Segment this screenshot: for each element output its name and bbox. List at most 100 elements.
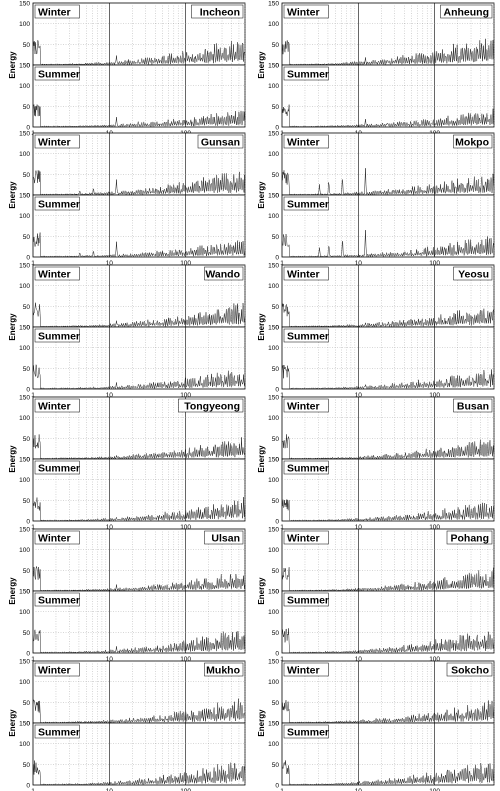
x-tick-label: 10 xyxy=(106,524,114,531)
station-panel-incheon: 050100150WinterIncheon050100150Summer110… xyxy=(8,1,246,144)
y-tick-label: 100 xyxy=(19,21,30,28)
x-tick-label: 100 xyxy=(180,260,191,267)
series-winter-line xyxy=(281,303,495,328)
station-panel-busan: 0 50 100 150 Winter Busan 0 50 100 150 Summer 1 10 10… xyxy=(257,395,495,538)
season-label-box xyxy=(283,460,329,475)
season-label-box xyxy=(283,266,329,281)
y-tick-label: 100 xyxy=(268,415,279,422)
y-tick-label: 0 xyxy=(275,193,279,200)
y-tick-label: 100 xyxy=(268,679,279,686)
season-label-winter: Winter xyxy=(287,137,320,149)
station-panel-tongyeong: 0 50 100 150 Winter Tongyeong 0 50 100 150 Summer 1… xyxy=(8,395,246,538)
station-name: Busan xyxy=(457,401,489,413)
y-tick-label: 150 xyxy=(268,193,279,200)
y-tick-label: 100 xyxy=(268,21,279,28)
x-tick-label: 10 xyxy=(106,656,114,663)
y-tick-label: 50 xyxy=(272,498,280,505)
y-tick-label: 50 xyxy=(23,762,31,769)
series-summer-line xyxy=(32,103,246,128)
y-tick-label: 150 xyxy=(268,63,279,70)
y-tick-label: 100 xyxy=(19,609,30,616)
y-tick-label: 50 xyxy=(272,630,280,637)
season-label-summer: Summer xyxy=(38,331,80,343)
y-tick-label: 50 xyxy=(272,700,280,707)
series-winter-line xyxy=(282,434,495,460)
y-tick-label: 150 xyxy=(19,63,30,70)
y-tick-label: 150 xyxy=(19,1,30,8)
y-tick-label: 150 xyxy=(268,395,279,402)
y-tick-label: 0 xyxy=(275,519,279,526)
season-label-box xyxy=(34,4,80,19)
station-name-box xyxy=(453,266,493,281)
y-tick-label: 100 xyxy=(19,345,30,352)
x-tick-label: 1 xyxy=(280,656,284,663)
station-name-box xyxy=(191,4,244,19)
station-name-box xyxy=(453,134,493,149)
y-tick-label: 100 xyxy=(19,741,30,748)
season-label-box xyxy=(283,328,329,343)
station-name-box xyxy=(178,398,244,413)
station-name-box xyxy=(440,4,493,19)
y-tick-label: 0 xyxy=(26,193,30,200)
station-panel-mokpo: 0 50 100 150 Winter Mokpo 0 50 100 150 Summer 1 10 10… xyxy=(257,131,495,274)
season-label-box xyxy=(283,662,329,677)
y-tick-label: 100 xyxy=(268,741,279,748)
x-tick-label: 100 xyxy=(180,656,191,663)
y-tick-label: 100 xyxy=(19,151,30,158)
season-label-summer: Summer xyxy=(287,727,329,739)
y-tick-label: 0 xyxy=(26,63,30,70)
y-tick-label: 0 xyxy=(26,651,30,658)
y-tick-label: 100 xyxy=(19,477,30,484)
season-label-box xyxy=(283,196,329,211)
series-summer-line xyxy=(281,760,495,786)
season-label-box xyxy=(283,724,329,739)
station-name-box xyxy=(204,530,244,545)
y-tick-label: 50 xyxy=(23,366,31,373)
station-name: Ulsan xyxy=(211,533,240,545)
x-tick-label: 10 xyxy=(355,392,363,399)
y-tick-label: 0 xyxy=(26,783,30,790)
season-label-summer: Summer xyxy=(38,595,80,607)
y-tick-label: 150 xyxy=(19,325,30,332)
station-name: Tongyeong xyxy=(184,401,240,413)
season-label-box xyxy=(34,134,80,149)
y-axis-label: Energy xyxy=(8,709,17,737)
x-tick-label: 1 xyxy=(280,260,284,267)
y-tick-label: 50 xyxy=(23,700,31,707)
series-summer-line xyxy=(281,364,495,390)
season-label-summer: Summer xyxy=(38,69,80,81)
station-name: Sokcho xyxy=(451,665,489,677)
y-tick-label: 0 xyxy=(26,589,30,596)
x-tick-label: 100 xyxy=(180,788,191,791)
y-tick-label: 50 xyxy=(23,436,31,443)
season-label-box xyxy=(34,266,80,281)
station-name-box xyxy=(453,398,493,413)
y-tick-label: 100 xyxy=(268,283,279,290)
series-summer-line xyxy=(281,499,494,522)
y-tick-label: 150 xyxy=(19,527,30,534)
x-tick-label: 100 xyxy=(429,524,440,531)
season-label-summer: Summer xyxy=(38,727,80,739)
season-label-box xyxy=(283,4,329,19)
y-tick-label: 150 xyxy=(268,263,279,270)
y-tick-label: 100 xyxy=(268,547,279,554)
series-winter-line xyxy=(281,168,495,196)
season-label-box xyxy=(283,530,329,545)
y-tick-label: 0 xyxy=(275,457,279,464)
series-summer-line xyxy=(281,230,495,258)
y-tick-label: 50 xyxy=(272,436,280,443)
y-axis-label: Energy xyxy=(8,577,17,605)
x-tick-label: 100 xyxy=(429,392,440,399)
y-tick-label: 0 xyxy=(26,387,30,394)
y-tick-label: 0 xyxy=(275,325,279,332)
season-label-winter: Winter xyxy=(287,665,320,677)
series-winter-line xyxy=(281,38,495,66)
series-summer-line xyxy=(281,104,495,128)
y-tick-label: 150 xyxy=(268,131,279,138)
season-label-summer: Summer xyxy=(38,463,80,475)
series-summer-line xyxy=(32,364,246,390)
y-tick-label: 100 xyxy=(268,83,279,90)
station-name-box xyxy=(446,662,493,677)
y-tick-label: 150 xyxy=(19,721,30,728)
y-tick-label: 150 xyxy=(268,1,279,8)
